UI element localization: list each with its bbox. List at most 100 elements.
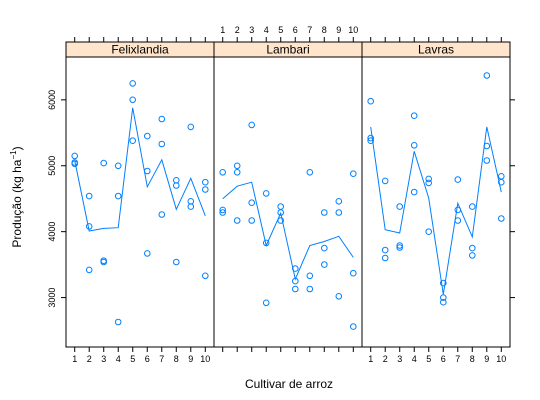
data-point: [202, 272, 209, 280]
x-tick-label: 1: [220, 25, 225, 35]
data-point: [187, 203, 195, 210]
data-point: [306, 169, 314, 176]
x-tick-label: 6: [145, 354, 150, 364]
data-point: [454, 206, 462, 214]
bottom-axis: 1 2 3 4 5 6 7 8 9 10 1 2 3 4 5 6 7 8 9 10: [72, 347, 506, 364]
data-point: [277, 209, 285, 216]
data-point: [129, 137, 136, 144]
x-tick-label: 6: [293, 25, 298, 35]
y-tick-label: 6000: [47, 90, 57, 110]
data-point: [350, 323, 357, 330]
x-tick-label: 3: [249, 25, 254, 35]
data-point: [292, 265, 299, 272]
data-point: [114, 192, 122, 200]
data-point: [187, 123, 195, 131]
x-tick-label: 5: [278, 25, 283, 35]
y-tick-label: 3000: [47, 288, 57, 308]
panel-felixlandia: Felixlandia: [65, 41, 215, 348]
data-point: [85, 266, 93, 274]
data-point: [425, 228, 433, 235]
x-tick-label: 1: [72, 354, 77, 364]
data-point: [144, 250, 151, 257]
panel-lambari: Lambari: [213, 41, 363, 348]
data-point: [454, 217, 462, 224]
data-point: [233, 162, 241, 170]
data-point: [202, 186, 209, 193]
data-point: [100, 258, 107, 266]
data-point: [469, 244, 476, 252]
data-point: [306, 272, 314, 280]
panel-frame: [361, 56, 511, 348]
x-tick-label: 4: [264, 25, 269, 35]
data-point: [367, 97, 375, 105]
data-point: [202, 178, 209, 186]
x-tick-label: 10: [348, 25, 358, 35]
data-point: [321, 261, 328, 268]
data-point: [277, 217, 285, 224]
data-point: [425, 179, 433, 187]
mean-line: [222, 181, 354, 281]
top-axis: 1 2 3 4 5 6 7 8 9 10: [74, 25, 502, 42]
data-point: [219, 169, 226, 176]
data-point: [440, 294, 447, 301]
data-point: [335, 209, 343, 216]
data-point: [381, 254, 389, 262]
y-axis-title-close: ): [10, 146, 24, 150]
data-point: [381, 246, 389, 254]
data-point: [335, 198, 343, 205]
panels-layer: Felixlandia Lambari Lavras: [65, 41, 511, 348]
x-tick-label: 10: [200, 354, 210, 364]
x-tick-label: 3: [397, 354, 402, 364]
x-tick-label: 7: [455, 354, 460, 364]
mean-line: [74, 107, 206, 232]
data-point: [469, 203, 476, 210]
x-tick-label: 8: [322, 25, 327, 35]
x-tick-label: 9: [188, 354, 193, 364]
y-axis-title: Produção (kg ha−1): [9, 146, 24, 247]
data-point: [410, 188, 418, 196]
right-axis: [510, 99, 515, 299]
data-point: [381, 177, 389, 185]
data-point: [277, 203, 285, 210]
x-tick-label: 8: [174, 354, 179, 364]
x-tick-label: 6: [441, 354, 446, 364]
data-point: [144, 167, 151, 175]
data-point: [233, 217, 241, 224]
data-point: [483, 157, 491, 164]
data-point: [350, 170, 357, 177]
x-axis-title: Cultivar de arroz: [245, 377, 333, 391]
panel-frame: [65, 56, 215, 348]
data-point: [248, 121, 255, 129]
x-tick-label: 8: [470, 354, 475, 364]
data-point: [71, 160, 78, 168]
data-point: [335, 293, 343, 300]
data-point: [262, 239, 270, 247]
data-point: [129, 80, 136, 87]
x-tick-label: 9: [336, 25, 341, 35]
data-point: [321, 244, 328, 252]
x-tick-label: 10: [496, 354, 506, 364]
panel-strip-label: Lavras: [418, 43, 454, 57]
data-point: [292, 285, 299, 293]
data-point: [233, 169, 241, 176]
data-point: [469, 252, 476, 259]
data-point: [425, 175, 433, 183]
y-axis-title-superscript: −1: [9, 150, 18, 160]
panel-frame: [213, 56, 363, 348]
data-point: [498, 215, 505, 222]
panel-strip-label: Lambari: [266, 43, 309, 57]
data-point: [219, 209, 226, 216]
x-tick-label: 9: [484, 354, 489, 364]
x-tick-label: 2: [87, 354, 92, 364]
data-point: [440, 279, 447, 287]
data-point: [367, 137, 375, 144]
data-point: [483, 72, 491, 79]
data-point: [262, 190, 270, 197]
data-point: [306, 285, 314, 293]
data-point: [129, 96, 136, 104]
data-point: [440, 298, 447, 306]
data-point: [158, 211, 166, 218]
data-point: [321, 209, 328, 216]
x-tick-label: 1: [368, 354, 373, 364]
